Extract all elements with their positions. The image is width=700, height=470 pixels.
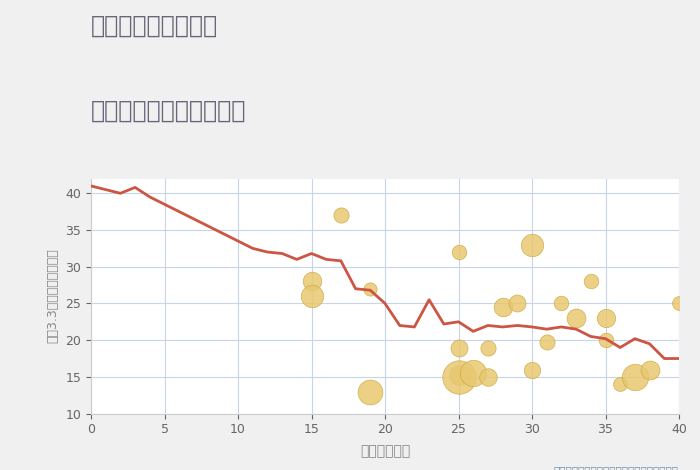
Point: [585, 278, 596, 285]
Point: [526, 241, 538, 249]
Point: [335, 212, 346, 219]
Point: [365, 285, 376, 292]
Text: 築年数別中古戸建て価格: 築年数別中古戸建て価格: [91, 99, 246, 123]
Point: [468, 369, 479, 377]
Point: [365, 388, 376, 395]
Point: [526, 366, 538, 373]
Point: [541, 338, 552, 345]
Y-axis label: 坪（3.3㎡）単価（万円）: 坪（3.3㎡）単価（万円）: [47, 249, 60, 344]
Point: [453, 248, 464, 256]
Point: [600, 337, 611, 344]
Point: [497, 303, 508, 311]
Point: [512, 300, 523, 307]
Point: [453, 373, 464, 381]
Point: [629, 373, 641, 381]
Point: [556, 300, 567, 307]
Point: [673, 300, 685, 307]
Point: [600, 314, 611, 322]
Point: [453, 372, 464, 379]
Point: [482, 344, 493, 351]
X-axis label: 築年数（年）: 築年数（年）: [360, 445, 410, 459]
Point: [482, 373, 493, 381]
Point: [570, 314, 582, 322]
Point: [306, 292, 317, 300]
Point: [615, 381, 626, 388]
Text: 千葉県市原市馬立の: 千葉県市原市馬立の: [91, 14, 218, 38]
Point: [644, 366, 655, 373]
Text: 円の大きさは、取引のあった物件面積を示す: 円の大きさは、取引のあった物件面積を示す: [554, 465, 679, 470]
Point: [453, 344, 464, 351]
Point: [306, 278, 317, 285]
